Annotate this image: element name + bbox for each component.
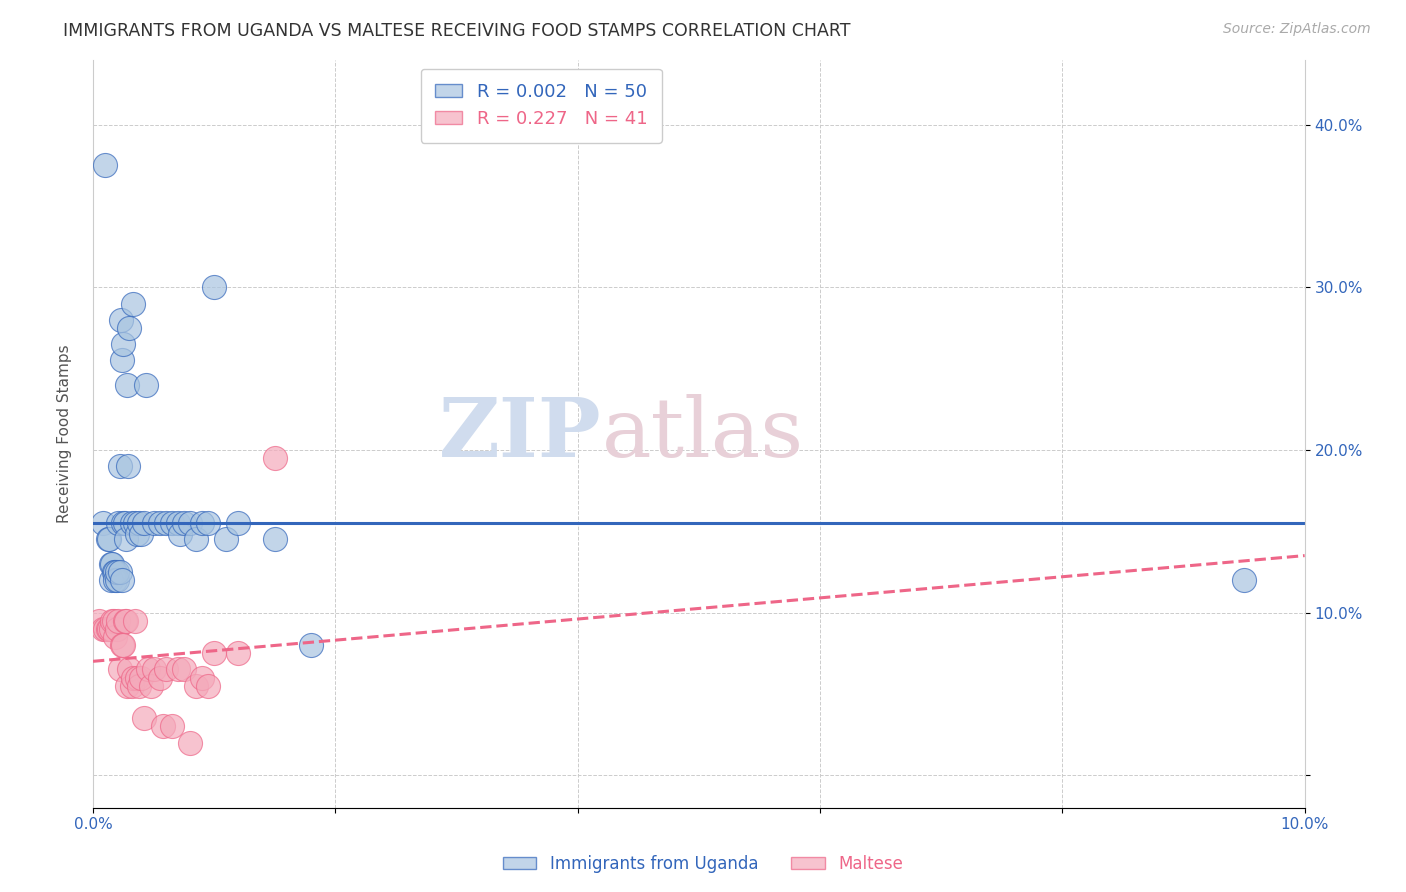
Point (114, 614, 136, 628)
Point (228, 516, 250, 530)
Point (94, 622, 117, 636)
Point (101, 614, 124, 628)
Point (105, 573, 128, 587)
Point (91, 516, 114, 530)
Point (100, 557, 122, 571)
Point (202, 646, 225, 660)
Point (104, 565, 127, 579)
Point (115, 679, 138, 693)
Point (103, 565, 125, 579)
Point (118, 321, 141, 335)
Point (191, 516, 214, 530)
Point (299, 638, 322, 652)
Point (114, 516, 136, 530)
Point (107, 614, 129, 628)
Point (104, 573, 127, 587)
Point (122, 671, 145, 685)
Point (197, 679, 219, 693)
Text: IMMIGRANTS FROM UGANDA VS MALTESE RECEIVING FOOD STAMPS CORRELATION CHART: IMMIGRANTS FROM UGANDA VS MALTESE RECEIV… (63, 22, 851, 40)
Point (155, 516, 177, 530)
Point (179, 736, 201, 750)
Point (100, 622, 122, 636)
Point (101, 557, 124, 571)
Point (169, 527, 191, 541)
Point (97, 533, 120, 547)
Point (191, 671, 214, 685)
Point (184, 533, 207, 547)
Point (135, 377, 157, 392)
Point (125, 527, 148, 541)
Point (228, 646, 250, 660)
Point (104, 630, 127, 644)
Point (184, 679, 207, 693)
Point (94, 158, 117, 172)
Point (263, 450, 285, 465)
Point (122, 296, 145, 310)
Point (152, 719, 174, 733)
Point (166, 663, 188, 677)
Point (173, 663, 195, 677)
Legend: R = 0.002   N = 50, R = 0.227   N = 41: R = 0.002 N = 50, R = 0.227 N = 41 (420, 69, 662, 143)
Point (108, 459, 131, 474)
Point (166, 516, 188, 530)
Point (111, 573, 134, 587)
Point (117, 459, 139, 474)
Point (121, 516, 143, 530)
Y-axis label: Receiving Food Stamps: Receiving Food Stamps (58, 344, 72, 523)
Point (121, 679, 143, 693)
Point (202, 280, 225, 294)
Point (87, 614, 110, 628)
Point (103, 614, 125, 628)
Point (124, 516, 146, 530)
Point (108, 565, 131, 579)
Point (179, 516, 201, 530)
Point (132, 711, 155, 725)
Point (128, 679, 150, 693)
Point (142, 516, 165, 530)
Point (173, 516, 195, 530)
Point (108, 663, 131, 677)
Point (1233, 573, 1256, 587)
Point (149, 671, 172, 685)
Text: Source: ZipAtlas.com: Source: ZipAtlas.com (1223, 22, 1371, 37)
Point (263, 533, 285, 547)
Point (128, 516, 150, 530)
Point (110, 313, 132, 327)
Point (131, 671, 153, 685)
Point (111, 353, 134, 368)
Point (91, 622, 114, 636)
Point (131, 527, 153, 541)
Point (114, 614, 136, 628)
Point (107, 516, 129, 530)
Point (96, 622, 118, 636)
Point (155, 663, 177, 677)
Point (97, 622, 120, 636)
Point (112, 516, 135, 530)
Point (136, 663, 159, 677)
Point (100, 573, 122, 587)
Text: ZIP: ZIP (439, 393, 602, 474)
Point (112, 638, 135, 652)
Legend: Immigrants from Uganda, Maltese: Immigrants from Uganda, Maltese (496, 848, 910, 880)
Point (160, 719, 183, 733)
Point (197, 516, 219, 530)
Point (160, 516, 183, 530)
Text: atlas: atlas (602, 393, 804, 474)
Point (141, 679, 163, 693)
Point (111, 638, 134, 652)
Point (105, 565, 128, 579)
Point (132, 516, 155, 530)
Point (115, 377, 138, 392)
Point (149, 516, 172, 530)
Point (142, 663, 165, 677)
Point (118, 663, 141, 677)
Point (215, 533, 238, 547)
Point (112, 337, 135, 351)
Point (105, 622, 128, 636)
Point (96, 533, 118, 547)
Point (114, 533, 136, 547)
Point (124, 614, 146, 628)
Point (125, 671, 148, 685)
